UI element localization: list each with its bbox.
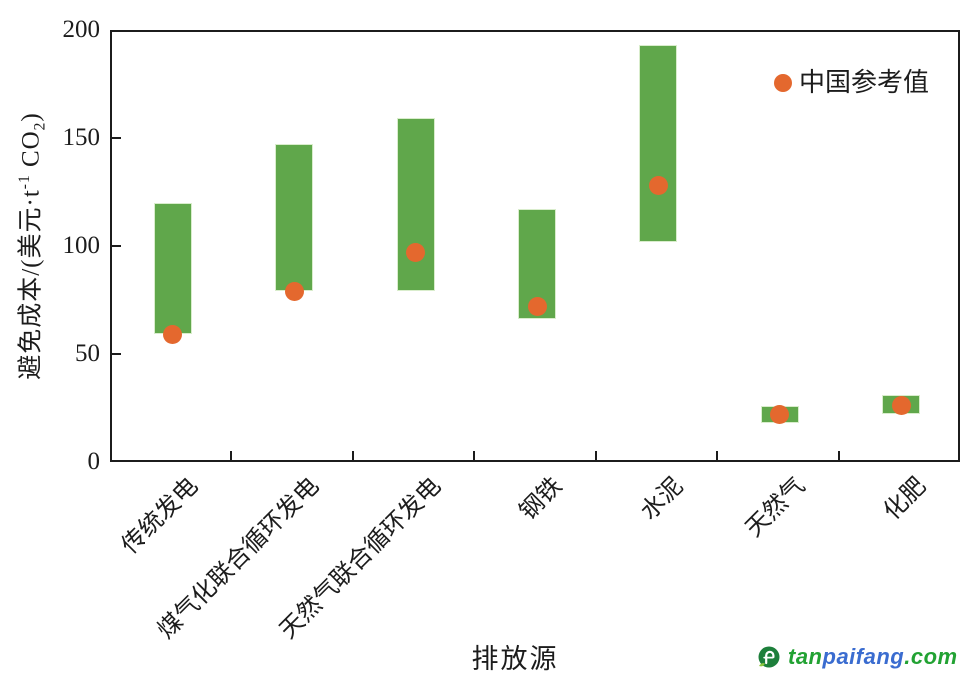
plot-area: [110, 30, 960, 462]
x-category-label: 化肥: [879, 473, 932, 526]
x-tick-mark: [473, 451, 476, 460]
x-category-label: 传统发电: [116, 473, 204, 560]
watermark-logo: tan paifang .com: [756, 644, 958, 670]
reference-dot: [284, 281, 304, 301]
y-tick-mark: [112, 137, 121, 139]
range-bar: [639, 44, 678, 242]
reference-dot: [770, 404, 790, 424]
reference-dot: [163, 324, 183, 344]
y-tick-label: 100: [62, 232, 101, 259]
legend-marker-dot-icon: [774, 74, 792, 92]
x-axis-title: 排放源: [471, 644, 559, 674]
reference-dot: [527, 296, 547, 316]
y-tick-mark: [112, 245, 121, 247]
y-tick-label: 150: [62, 124, 101, 151]
range-bar: [275, 144, 314, 292]
watermark-text-tan: tan: [788, 644, 823, 669]
x-tick-mark: [716, 451, 719, 460]
reference-dot: [406, 242, 426, 262]
y-axis-title: 避免成本/(美元·t-1 CO2): [11, 112, 50, 380]
x-category-label: 钢铁: [515, 473, 568, 526]
y-axis-title-text: 避免成本/(美元·t: [17, 189, 45, 380]
watermark-text-com: .com: [904, 644, 958, 669]
y-tick-label: 50: [75, 340, 100, 367]
reference-dot: [648, 175, 668, 195]
y-axis-title-superscript: -1: [16, 174, 34, 190]
x-tick-mark: [837, 451, 840, 460]
y-tick-label: 200: [62, 16, 101, 43]
x-tick-mark: [351, 451, 354, 460]
x-category-label: 天然气: [740, 473, 811, 543]
y-tick-label: 0: [87, 448, 101, 475]
y-axis-title-text: CO: [17, 130, 45, 175]
x-tick-mark: [230, 451, 233, 460]
range-bar: [153, 202, 192, 335]
x-category-label: 水泥: [636, 473, 689, 526]
tanpaifang-logo-icon: [758, 646, 780, 667]
range-bar: [396, 118, 435, 292]
y-axis-title-text: ): [17, 112, 45, 122]
watermark-text-paifang: paifang: [822, 644, 905, 669]
y-axis-title-subscript: 2: [31, 121, 49, 131]
x-tick-mark: [594, 451, 597, 460]
y-tick-mark: [112, 353, 121, 355]
legend-label: 中国参考值: [799, 68, 930, 97]
legend: 中国参考值: [774, 66, 929, 100]
reference-dot: [891, 396, 911, 416]
